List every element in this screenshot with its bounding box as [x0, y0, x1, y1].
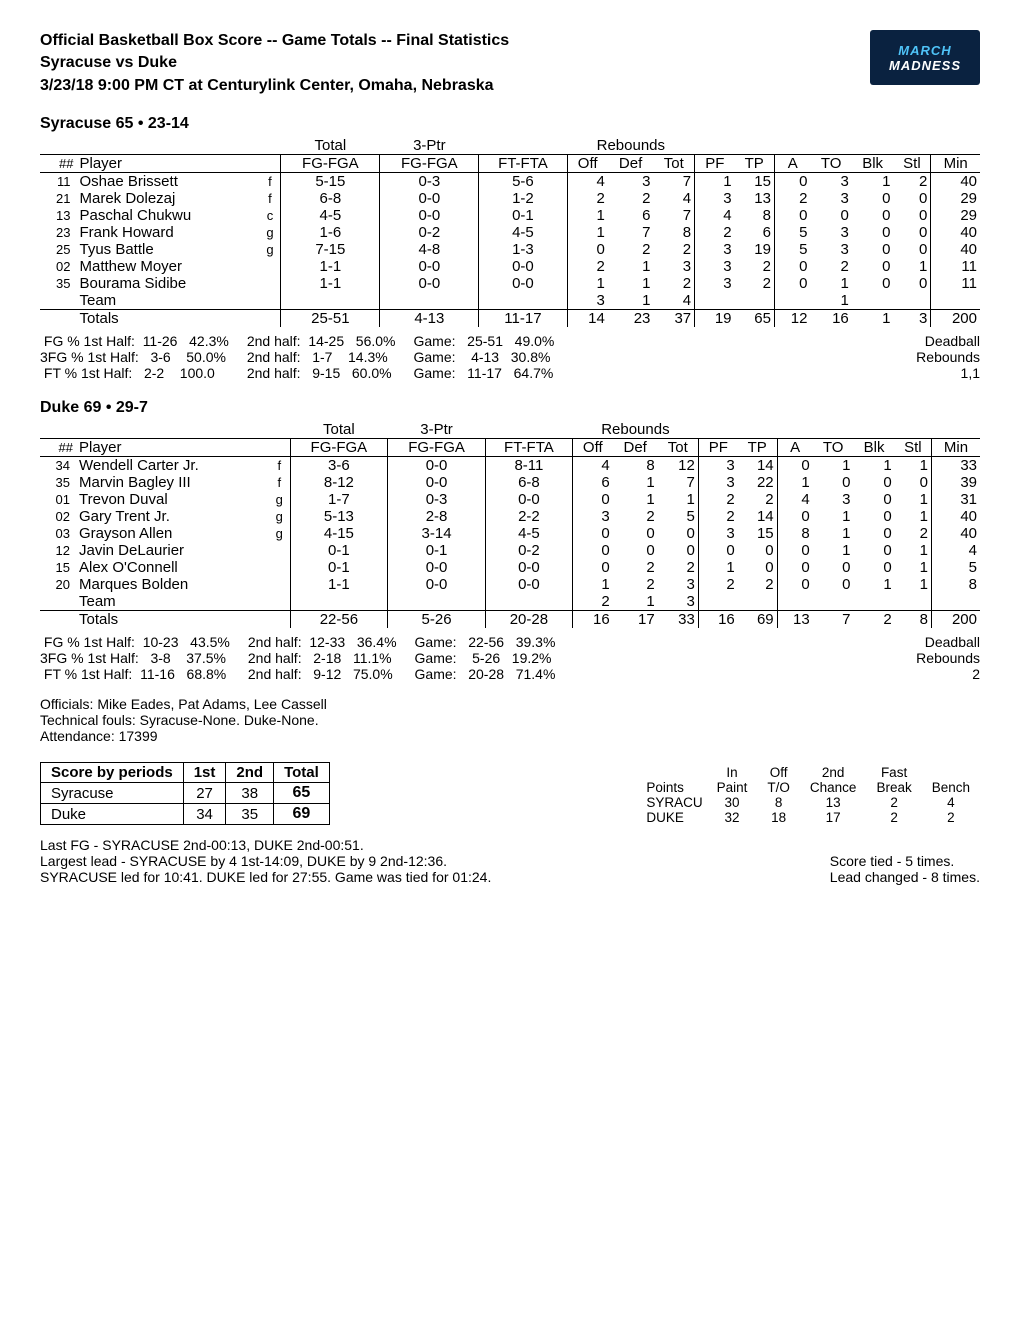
deadball-rebounds: Deadball Rebounds 1,1 [916, 333, 980, 381]
player-row: 02 Gary Trent Jr. g 5-13 2-8 2-2 3 2 5 2… [40, 508, 980, 525]
team-header: Syracuse 65 • 23-14 [40, 115, 980, 133]
title-line2: Syracuse vs Duke [40, 52, 509, 74]
player-row: 21 Marek Dolezaj f 6-8 0-0 1-2 2 2 4 3 1… [40, 190, 980, 207]
team-rebounds-row: Team 314 1 [40, 292, 980, 310]
score-by-periods-table: Score by periods 1st 2nd Total Syracuse … [40, 762, 330, 825]
player-row: 11 Oshae Brissett f 5-15 0-3 5-6 4 3 7 1… [40, 173, 980, 191]
player-row: 25 Tyus Battle g 7-15 4-8 1-3 0 2 2 3 19… [40, 241, 980, 258]
player-row: 02 Matthew Moyer 1-1 0-0 0-0 2 1 3 3 2 0… [40, 258, 980, 275]
player-row: 03 Grayson Allen g 4-15 3-14 4-5 0 0 0 3… [40, 525, 980, 542]
shooting-pct-block: FG % 1st Half: 10-23 43.5% 3FG % 1st Hal… [40, 634, 555, 682]
player-row: 23 Frank Howard g 1-6 0-2 4-5 1 7 8 2 6 … [40, 224, 980, 241]
shooting-pct-block: FG % 1st Half: 11-26 42.3% 3FG % 1st Hal… [40, 333, 554, 381]
title-block: Official Basketball Box Score -- Game To… [40, 30, 509, 97]
technical-fouls-line: Technical fouls: Syracuse-None. Duke-Non… [40, 712, 980, 728]
footer-left: Last FG - SYRACUSE 2nd-00:13, DUKE 2nd-0… [40, 837, 491, 885]
footer-right: Score tied - 5 times. Lead changed - 8 t… [830, 853, 980, 885]
player-row: 20 Marques Bolden 1-1 0-0 0-0 1 2 3 2 2 … [40, 576, 980, 593]
player-row: 35 Bourama Sidibe 1-1 0-0 0-0 1 1 2 3 2 … [40, 275, 980, 292]
player-row: 34 Wendell Carter Jr. f 3-6 0-0 8-11 4 8… [40, 457, 980, 475]
title-line3: 3/23/18 9:00 PM CT at Centurylink Center… [40, 75, 509, 97]
player-row: 13 Paschal Chukwu c 4-5 0-0 0-1 1 6 7 4 … [40, 207, 980, 224]
deadball-rebounds: Deadball Rebounds 2 [916, 634, 980, 682]
title-line1: Official Basketball Box Score -- Game To… [40, 30, 509, 52]
box-score-table: Total 3-Ptr Rebounds ## Player FG-FGA FG… [40, 137, 980, 327]
player-row: 01 Trevon Duval g 1-7 0-3 0-0 0 1 1 2 2 … [40, 491, 980, 508]
player-row: 35 Marvin Bagley III f 8-12 0-0 6-8 6 1 … [40, 474, 980, 491]
attendance-line: Attendance: 17399 [40, 728, 980, 744]
officials-line: Officials: Mike Eades, Pat Adams, Lee Ca… [40, 696, 980, 712]
periods-title: Score by periods [41, 763, 184, 783]
teams-container: Syracuse 65 • 23-14 Total 3-Ptr Rebounds… [40, 115, 980, 682]
team-rebounds-row: Team 213 [40, 593, 980, 611]
page-header: Official Basketball Box Score -- Game To… [40, 30, 980, 97]
box-score-table: Total 3-Ptr Rebounds ## Player FG-FGA FG… [40, 421, 980, 628]
periods-points-row: Score by periods 1st 2nd Total Syracuse … [40, 752, 980, 825]
totals-row: Totals 25-51 4-13 11-17 142337 1965 1216… [40, 310, 980, 328]
officials-block: Officials: Mike Eades, Pat Adams, Lee Ca… [40, 696, 980, 744]
periods-row: Syracuse 27 38 65 [41, 783, 330, 804]
points-breakdown-table: In Off 2nd Fast Points Paint T/O Chance … [636, 765, 980, 825]
footer-notes-row: Last FG - SYRACUSE 2nd-00:13, DUKE 2nd-0… [40, 837, 980, 885]
player-row: 15 Alex O'Connell 0-1 0-0 0-0 0 2 2 1 0 … [40, 559, 980, 576]
player-row: 12 Javin DeLaurier 0-1 0-1 0-2 0 0 0 0 0… [40, 542, 980, 559]
totals-row: Totals 22-56 5-26 20-28 161733 1669 1372… [40, 611, 980, 629]
periods-row: Duke 34 35 69 [41, 804, 330, 825]
march-madness-logo: MARCH MADNESS [870, 30, 980, 85]
team-header: Duke 69 • 29-7 [40, 399, 980, 417]
